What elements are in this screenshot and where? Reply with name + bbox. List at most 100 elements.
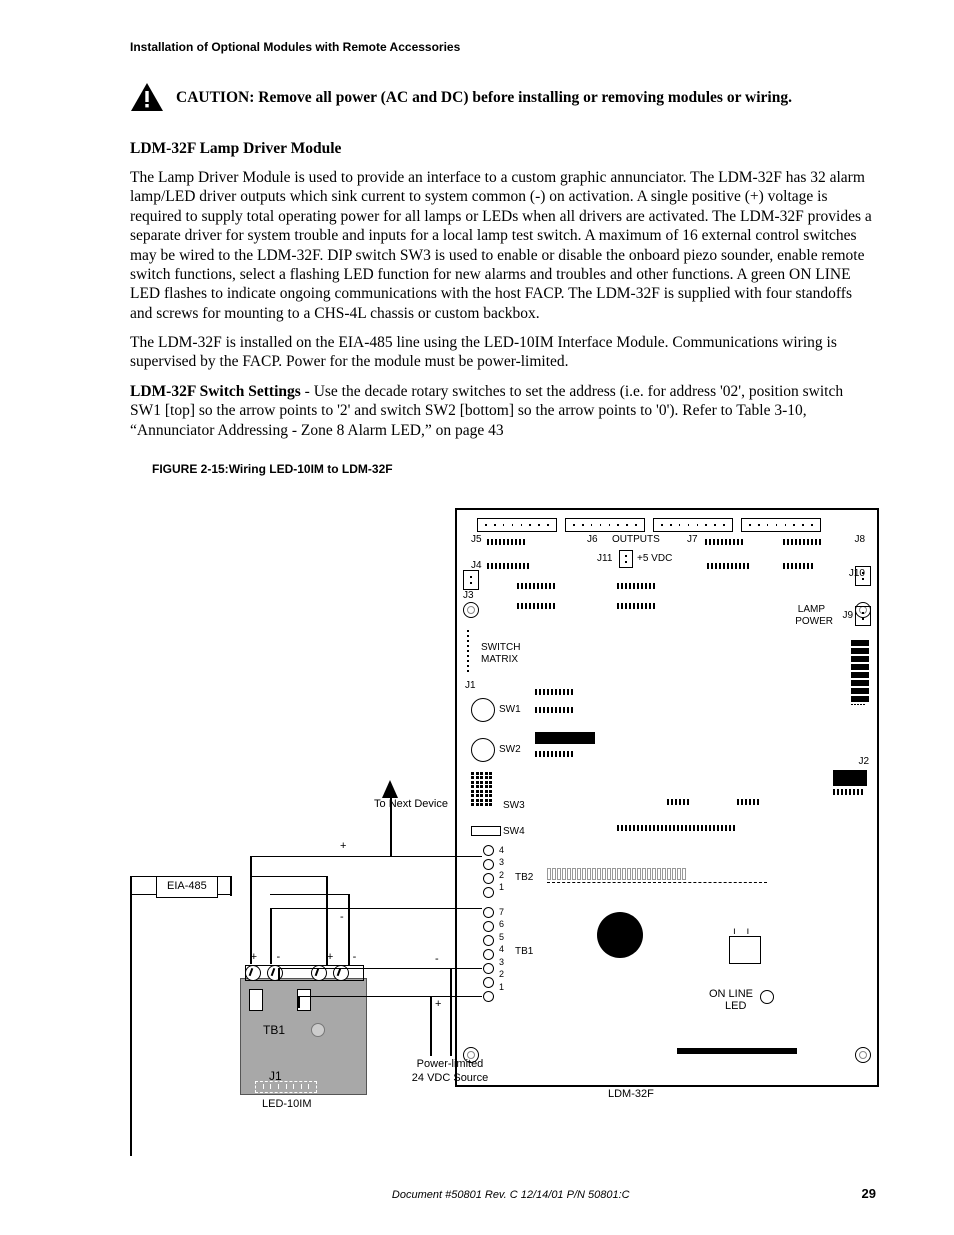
chip-icon xyxy=(535,732,595,744)
conn-label-j8: J8 xyxy=(854,534,865,545)
label-power-limited: Power-limited 24 VDC Source xyxy=(390,1058,510,1086)
pin-bar xyxy=(707,562,782,571)
wire xyxy=(298,996,482,998)
conn-label-v5: +5 VDC xyxy=(637,553,672,564)
pin-num: 2 xyxy=(499,968,504,981)
label-plus-2: + xyxy=(435,998,441,1012)
label-ldm32f: LDM-32F xyxy=(608,1088,654,1102)
label-power: POWER xyxy=(795,616,833,627)
round-chip-icon xyxy=(597,912,643,958)
conn-label-j7: J7 xyxy=(687,534,698,545)
tb1-pin-numbers: 7 6 5 4 3 2 1 xyxy=(499,906,504,994)
pin-bar xyxy=(535,688,605,697)
conn-label-j11: J11 xyxy=(597,553,612,564)
label-eia485: EIA-485 xyxy=(156,876,218,898)
label-switch: SWITCH xyxy=(481,642,520,653)
wire xyxy=(230,876,232,896)
pl-line1: Power-limited xyxy=(417,1058,484,1070)
pin-bar xyxy=(617,582,687,591)
tab-icon xyxy=(249,989,263,1011)
wire xyxy=(270,908,482,910)
conn-label-outputs: OUTPUTS xyxy=(612,534,660,545)
label-to-next-device: To Next Device xyxy=(358,798,448,812)
arrow-up-icon xyxy=(382,780,398,798)
bottom-bar-icon xyxy=(677,1048,797,1054)
label-sw4: SW4 xyxy=(503,826,525,837)
dip-switch-icon xyxy=(471,772,492,807)
pin-num: 6 xyxy=(499,918,504,931)
conn-label-j1: J1 xyxy=(465,680,476,691)
pin-num: 1 xyxy=(499,981,504,994)
sign-label: - xyxy=(353,951,357,963)
ldm32f-board: J5 J6 OUTPUTS J7 J8 J4 J11 +5 VDC J10 J3 xyxy=(455,508,879,1087)
section-heading: LDM-32F Lamp Driver Module xyxy=(130,140,876,158)
sign-label: - xyxy=(276,951,280,963)
chip-icon xyxy=(833,770,867,786)
label-sw1: SW1 xyxy=(499,704,521,715)
footer-page-number: 29 xyxy=(862,1186,876,1201)
wiring-diagram: J5 J6 OUTPUTS J7 J8 J4 J11 +5 VDC J10 J3 xyxy=(130,498,876,1118)
label-lamp: LAMP xyxy=(798,604,825,615)
running-header: Installation of Optional Modules with Re… xyxy=(130,40,876,54)
pin-num: 5 xyxy=(499,931,504,944)
figure-caption: FIGURE 2-15:Wiring LED-10IM to LDM-32F xyxy=(152,462,876,476)
pin-bar xyxy=(833,788,867,797)
label-led10im: LED-10IM xyxy=(262,1098,312,1112)
pin-bar xyxy=(487,538,555,547)
pin-block-icon xyxy=(619,550,633,568)
pin-bar xyxy=(535,706,605,715)
label-tb1: TB1 xyxy=(515,946,533,957)
paragraph-1: The Lamp Driver Module is used to provid… xyxy=(130,168,876,323)
label-online: ON LINE xyxy=(709,988,753,1000)
pin-block-icon xyxy=(463,570,479,590)
pin-bar xyxy=(535,750,605,759)
pin-block-icon xyxy=(855,606,871,626)
socket-icon xyxy=(729,936,761,964)
conn-label-j9: J9 xyxy=(842,610,853,621)
rotary-switch-icon xyxy=(471,698,495,722)
label-plus: + xyxy=(340,840,346,854)
led10-tb1-label: TB1 xyxy=(263,1023,285,1037)
pin-bar xyxy=(667,798,707,807)
led10-j1-pins xyxy=(255,1081,317,1093)
wire xyxy=(278,968,280,980)
document-page: Installation of Optional Modules with Re… xyxy=(0,0,954,1235)
paragraph-3: LDM-32F Switch Settings - Use the decade… xyxy=(130,382,876,440)
label-sw3: SW3 xyxy=(503,800,525,811)
top-connector-row xyxy=(477,518,821,532)
conn-label-j5: J5 xyxy=(471,534,482,545)
caution-text: CAUTION: Remove all power (AC and DC) be… xyxy=(176,89,792,107)
posts-icon: ı ı xyxy=(733,926,753,937)
conn-label-j2: J2 xyxy=(858,756,869,767)
label-led: LED xyxy=(725,1000,746,1012)
rotary-switch-icon xyxy=(471,738,495,762)
pin-num: 4 xyxy=(499,844,504,857)
paragraph-2: The LDM-32F is installed on the EIA-485 … xyxy=(130,333,876,372)
caution-prefix: CAUTION: xyxy=(176,89,258,106)
label-minus-2: - xyxy=(435,953,439,967)
tb2-pin-numbers: 4 3 2 1 xyxy=(499,844,504,894)
pin-num: 3 xyxy=(499,956,504,969)
pin-bar xyxy=(705,538,773,547)
wire xyxy=(450,968,452,1056)
caution-block: CAUTION: Remove all power (AC and DC) be… xyxy=(130,82,876,112)
figure-label: FIGURE 2-15: xyxy=(152,462,229,476)
pl-line2: 24 VDC Source xyxy=(412,1072,488,1084)
online-led-icon xyxy=(760,990,774,1004)
tb1-terminals xyxy=(481,906,495,1004)
sign-label: + xyxy=(251,951,257,963)
wire xyxy=(250,856,252,964)
wire xyxy=(348,894,350,966)
wire xyxy=(298,996,300,1008)
pin-num: 2 xyxy=(499,869,504,882)
label-tb2: TB2 xyxy=(515,872,533,883)
wire xyxy=(250,856,482,858)
pin-num: 4 xyxy=(499,943,504,956)
wire xyxy=(250,876,326,878)
pin-block-icon xyxy=(855,566,871,586)
pin-bar xyxy=(517,582,587,591)
sign-label: + xyxy=(327,951,333,963)
paragraph-3-bold: LDM-32F Switch Settings xyxy=(130,383,301,400)
caution-body: Remove all power (AC and DC) before inst… xyxy=(258,89,792,106)
page-footer: Document #50801 Rev. C 12/14/01 P/N 5080… xyxy=(130,1186,876,1201)
